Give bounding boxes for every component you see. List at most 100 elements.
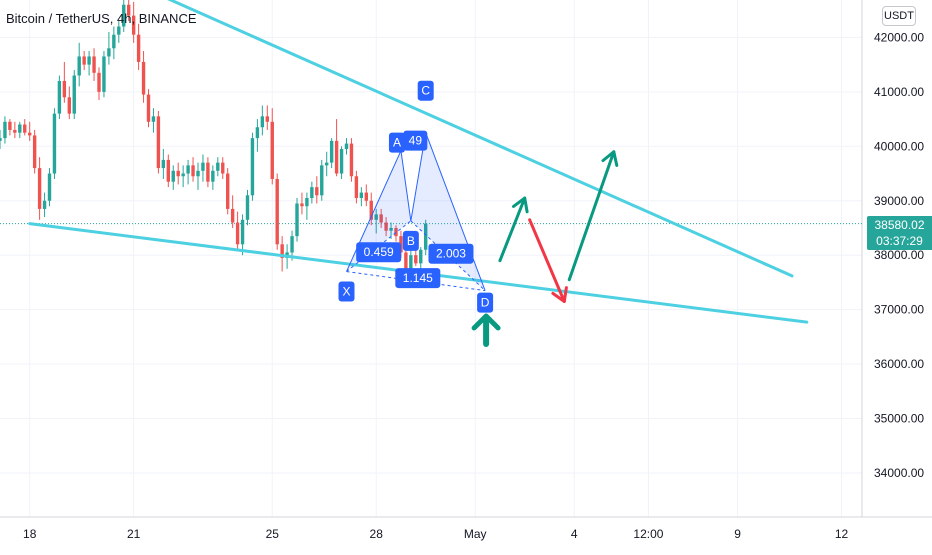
candle-body [171, 170, 175, 182]
candle-body [320, 165, 324, 196]
pattern-point-b-label: B [407, 234, 415, 248]
candle-body [201, 162, 205, 171]
candle-body [389, 227, 393, 231]
candle-body [136, 34, 141, 62]
candle-body [131, 15, 136, 35]
candle-body [290, 236, 294, 253]
y-tick-label: 42000.00 [874, 30, 924, 44]
candle-body [349, 143, 354, 177]
candle-body [186, 165, 190, 174]
candle-body [364, 192, 368, 201]
candle-body [310, 187, 314, 199]
x-tick-label: 21 [127, 527, 141, 541]
ratio-badge [356, 242, 402, 263]
y-tick-label: 39000.00 [874, 194, 924, 208]
leg-xa [346, 150, 402, 272]
candle-body [52, 113, 57, 174]
currency-badge[interactable]: USDT [882, 6, 916, 26]
x-tick-label: 12:00 [633, 527, 663, 541]
y-tick-label: 40000.00 [874, 139, 924, 153]
candle-body [344, 143, 349, 150]
candle-body [295, 203, 299, 237]
candle-body [146, 94, 151, 122]
candle-body [334, 140, 339, 174]
x-tick-label: 25 [266, 527, 280, 541]
x-tick-label: May [464, 527, 487, 541]
candle-body [72, 75, 76, 114]
candle-body [379, 214, 383, 223]
candle-body [141, 61, 146, 95]
last-price-tag: 38580.02 03:37:29 [867, 216, 932, 250]
projection-arrow-shaft [567, 150, 616, 282]
candle-body [240, 219, 245, 245]
candle-body [325, 162, 329, 166]
pattern-xab-fill [346, 150, 411, 272]
candle-body [305, 198, 309, 207]
pattern-point-d-label: D [481, 296, 490, 310]
x-tick-label: 4 [571, 527, 578, 541]
candle-body [42, 200, 47, 209]
pattern-point-x-badge [338, 281, 355, 302]
pattern-point-x-label: X [342, 285, 350, 299]
candle-body [127, 4, 131, 16]
symbol-title: Bitcoin / TetherUS, 4h, BINANCE [6, 11, 197, 26]
candle-body [151, 116, 156, 122]
candle-body [3, 121, 7, 139]
candle-body [280, 244, 284, 258]
candle-body [216, 162, 220, 171]
candle-body [354, 176, 359, 199]
candle-body [245, 195, 250, 220]
candle-body [97, 72, 101, 92]
candle-body [359, 192, 364, 199]
candle-body [265, 116, 269, 122]
candle-body [117, 26, 121, 35]
bar-countdown: 03:37:29 [876, 234, 923, 248]
candle-body [414, 255, 418, 264]
projection-arrow-head [551, 286, 568, 303]
ratio-label: 1.145 [403, 271, 433, 285]
projection-arrow-shaft [498, 196, 527, 263]
candle-body [329, 140, 334, 163]
y-tick-label: 35000.00 [874, 412, 924, 426]
pattern-point-d-badge [477, 292, 494, 313]
candle-body [300, 203, 304, 207]
upper-trendline [167, 0, 794, 278]
y-tick-label: 38000.00 [874, 248, 924, 262]
candle-body [250, 138, 255, 196]
leg-xb [346, 220, 412, 272]
candle-body [8, 121, 12, 130]
candle-body [176, 170, 180, 177]
candle-body [424, 223, 428, 250]
candle-body [28, 132, 32, 136]
projection-arrow-head [601, 150, 619, 167]
candle-body [47, 173, 52, 201]
candle-body [275, 178, 279, 245]
x-tick-label: 12 [835, 527, 849, 541]
pattern-point-c-badge [417, 80, 434, 101]
candle-body [255, 127, 260, 139]
candle-body [235, 222, 240, 245]
candle-body [62, 80, 67, 98]
candle-body [13, 129, 17, 133]
projection-arrows [498, 150, 619, 303]
candle-body [221, 162, 225, 174]
candle-body [23, 124, 27, 133]
candle-body [67, 97, 71, 114]
leg-ab [400, 150, 412, 221]
y-tick-label: 36000.00 [874, 357, 924, 371]
pattern-point-a-badge [388, 132, 405, 153]
y-tick-label: 34000.00 [874, 466, 924, 480]
y-tick-label: 41000.00 [874, 85, 924, 99]
candle-body [369, 200, 373, 220]
candle-body [112, 34, 116, 49]
candle-body [0, 138, 2, 141]
y-tick-label: 37000.00 [874, 303, 924, 317]
x-tick-label: 18 [23, 527, 37, 541]
candle-body [191, 165, 195, 177]
ratio-label: 2.003 [436, 247, 466, 261]
candle-body [260, 116, 265, 128]
candle-body [166, 159, 170, 182]
